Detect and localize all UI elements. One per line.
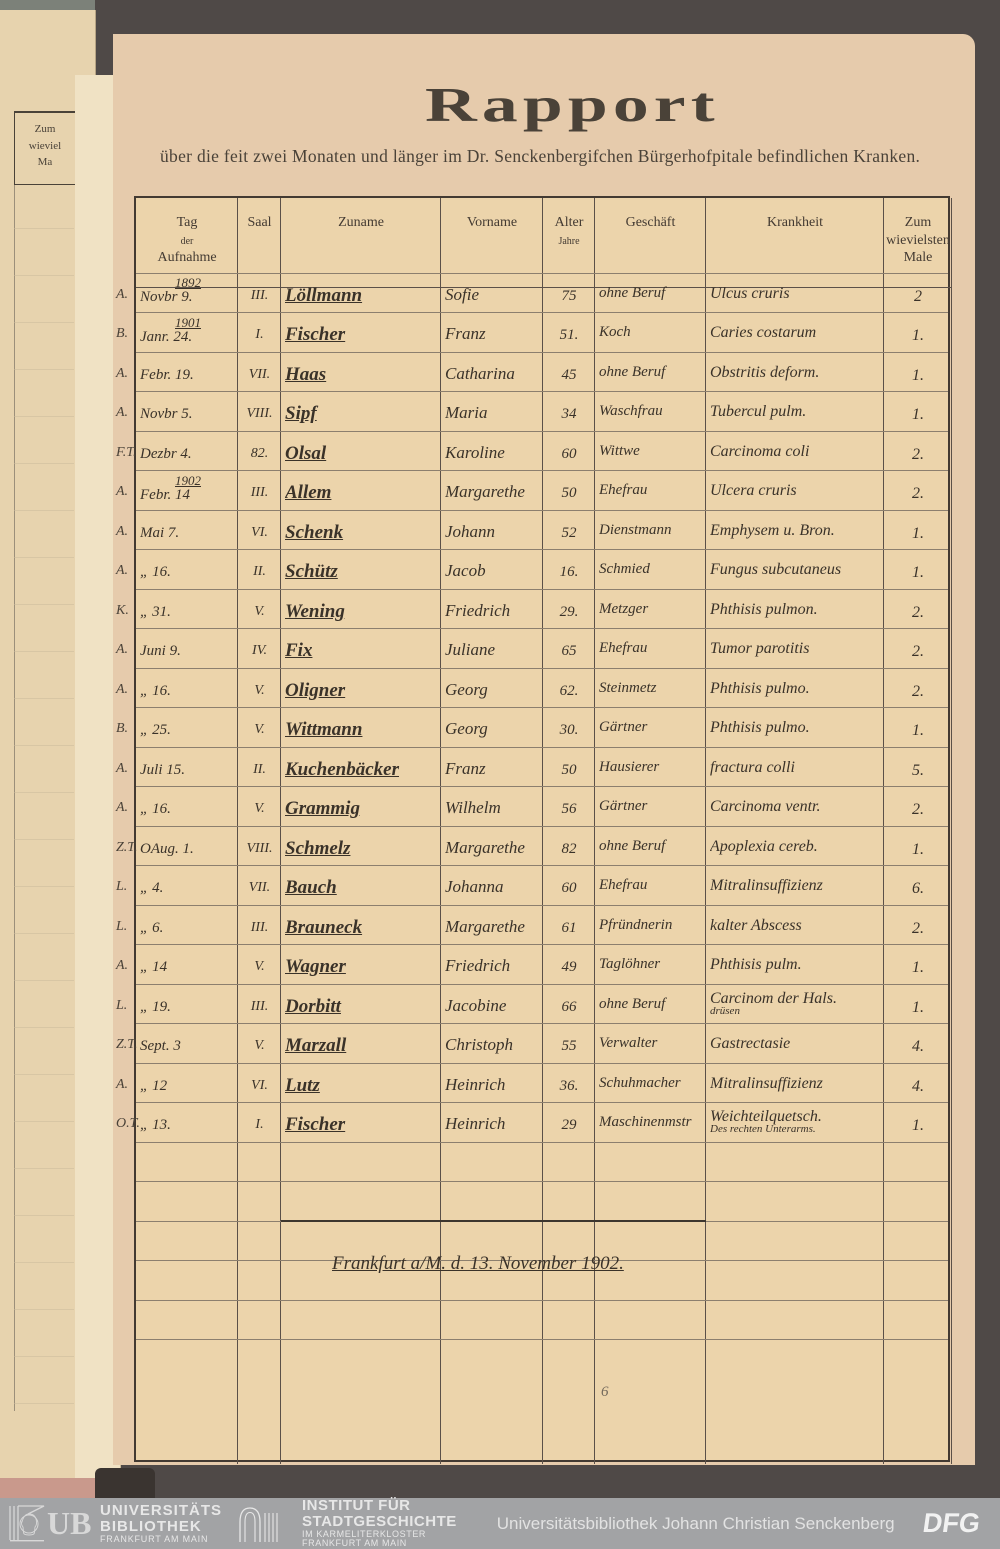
svg-text:UB: UB (47, 1505, 91, 1541)
